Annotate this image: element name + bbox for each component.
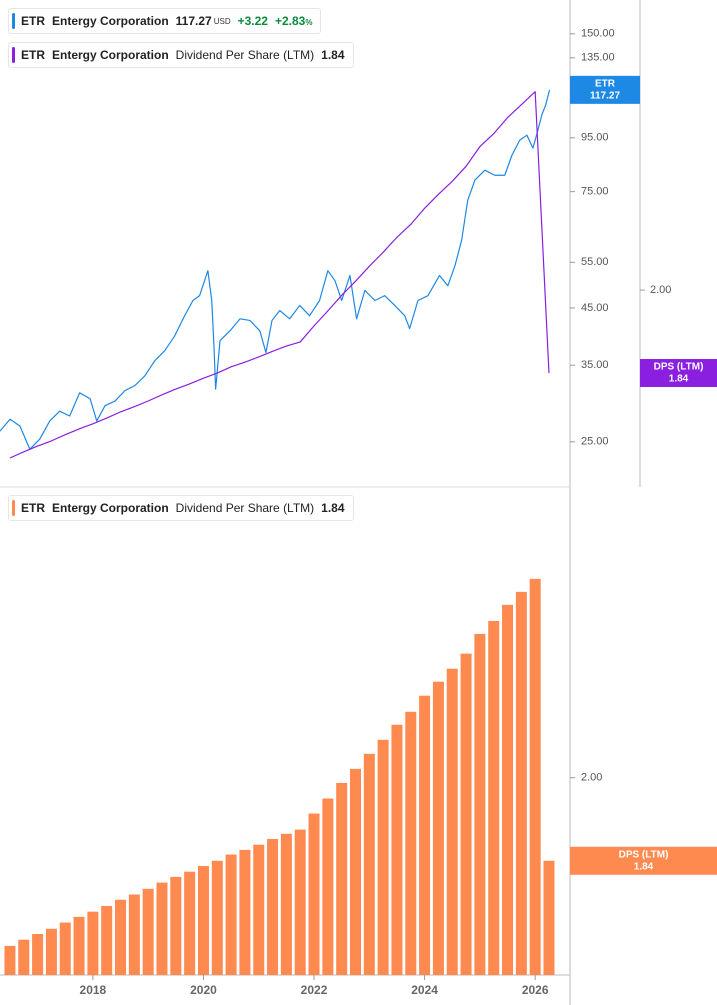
value-tag-name: DPS (LTM) bbox=[619, 849, 669, 860]
x-tick-label: 2020 bbox=[190, 983, 217, 997]
value-tag bbox=[570, 846, 717, 875]
change-percent-sign: % bbox=[305, 18, 313, 27]
bar bbox=[377, 739, 389, 975]
bar bbox=[294, 829, 306, 975]
bar bbox=[502, 604, 514, 975]
bar bbox=[474, 633, 486, 975]
bar bbox=[87, 911, 99, 975]
legend-color bbox=[12, 500, 15, 516]
bar bbox=[32, 933, 44, 975]
bar bbox=[515, 591, 527, 975]
x-tick-label: 2026 bbox=[522, 983, 549, 997]
legend-change-percent: +2.83% bbox=[275, 14, 313, 28]
y-tick-label: 135.00 bbox=[581, 52, 615, 64]
bar bbox=[45, 928, 57, 975]
legend-name: Entergy Corporation bbox=[52, 14, 169, 28]
bar bbox=[363, 753, 375, 975]
bar bbox=[142, 888, 154, 975]
y-tick-label: 95.00 bbox=[581, 132, 609, 144]
bar bbox=[460, 653, 472, 975]
bar bbox=[184, 871, 196, 975]
legend-metric: Dividend Per Share (LTM) bbox=[175, 501, 315, 515]
legend-value: 1.84 bbox=[321, 48, 345, 62]
legend-value: 1.84 bbox=[321, 501, 345, 515]
bar bbox=[529, 578, 541, 975]
bar bbox=[308, 813, 320, 975]
legend-name: Entergy Corporation bbox=[52, 48, 169, 62]
bar bbox=[239, 849, 251, 975]
y-tick-label: 25.00 bbox=[581, 436, 609, 448]
change-percent-number: +2.83 bbox=[274, 14, 306, 28]
bar bbox=[59, 922, 71, 975]
legend-ticker: ETR bbox=[21, 14, 45, 28]
legend: ETR Entergy Corporation 117.27 USD +3.22 +2.8… bbox=[8, 8, 322, 34]
bar bbox=[391, 724, 403, 975]
legend-ticker: ETR bbox=[21, 501, 45, 515]
legend-color bbox=[12, 13, 15, 29]
bar bbox=[101, 905, 113, 975]
legend-color bbox=[12, 47, 15, 63]
bar bbox=[322, 798, 334, 975]
bar bbox=[170, 876, 182, 975]
bar bbox=[73, 916, 85, 975]
legend-name: Entergy Corporation bbox=[52, 501, 169, 515]
value-tag-name: ETR bbox=[595, 78, 616, 89]
value-tag-name: DPS (LTM) bbox=[654, 362, 704, 373]
legend-ticker: ETR bbox=[21, 48, 45, 62]
y-tick-label: 35.00 bbox=[581, 359, 609, 371]
series-line bbox=[9, 91, 550, 459]
y-tick-label: 2.00 bbox=[581, 772, 602, 784]
y-tick-label: 55.00 bbox=[581, 256, 609, 268]
y-tick-label: 45.00 bbox=[581, 302, 609, 314]
x-tick-label: 2022 bbox=[301, 983, 328, 997]
y-tick-label: 75.00 bbox=[581, 186, 609, 198]
bar bbox=[128, 894, 140, 975]
bar bbox=[18, 939, 30, 975]
value-tag-value: 117.27 bbox=[590, 90, 620, 101]
legend: ETR Entergy Corporation Dividend Per Share… bbox=[8, 495, 354, 521]
legend-change: +3.22 bbox=[237, 14, 268, 28]
bar bbox=[543, 860, 555, 975]
bar bbox=[280, 833, 292, 975]
legend-currency: USD bbox=[213, 16, 231, 26]
value-tag bbox=[570, 75, 640, 104]
y-tick-label: 150.00 bbox=[581, 28, 615, 40]
value-tag-value: 1.84 bbox=[669, 374, 689, 385]
bar bbox=[405, 711, 417, 975]
bar bbox=[225, 854, 237, 975]
series-line bbox=[0, 89, 551, 450]
x-tick-label: 2024 bbox=[411, 983, 438, 997]
bar bbox=[419, 695, 431, 975]
bar bbox=[267, 838, 279, 975]
bar bbox=[156, 882, 168, 975]
bar bbox=[336, 782, 348, 975]
legend-metric: Dividend Per Share (LTM) bbox=[175, 48, 315, 62]
legend-value: 117.27 bbox=[175, 14, 212, 28]
bar bbox=[211, 860, 223, 975]
bar bbox=[197, 865, 209, 975]
bar bbox=[4, 945, 16, 975]
value-tag-value: 1.84 bbox=[634, 861, 654, 872]
y2-tick-label: 2.00 bbox=[650, 284, 671, 296]
bar bbox=[349, 768, 361, 975]
bar bbox=[488, 620, 500, 975]
x-tick-label: 2018 bbox=[80, 983, 107, 997]
value-tag bbox=[640, 359, 717, 388]
bar bbox=[446, 668, 458, 975]
bar bbox=[115, 899, 127, 975]
legend: ETR Entergy Corporation Dividend Per Share… bbox=[8, 42, 354, 68]
bar bbox=[432, 681, 444, 975]
bar bbox=[253, 844, 265, 975]
